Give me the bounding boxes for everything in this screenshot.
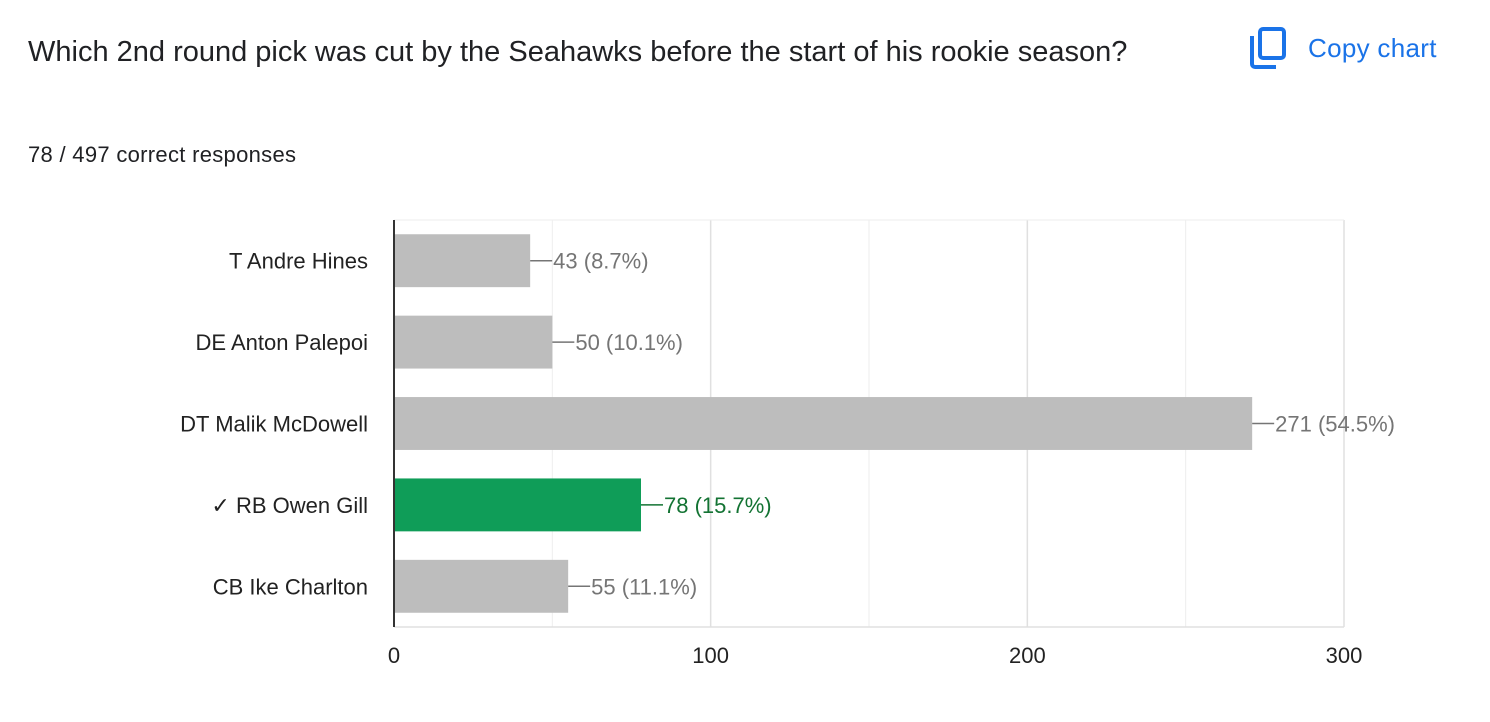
data-label: 50 (10.1%) xyxy=(575,330,683,355)
category-label: DT Malik McDowell xyxy=(180,412,368,437)
data-label: 55 (11.1%) xyxy=(591,574,697,599)
chart-labels: T Andre Hines 43 (8.7%) DE Anton Palepoi 50… xyxy=(180,249,1395,600)
x-tick-label: 200 xyxy=(1009,643,1046,668)
x-tick-label: 100 xyxy=(692,643,729,668)
category-label: T Andre Hines xyxy=(229,249,368,274)
data-label: 271 (54.5%) xyxy=(1275,412,1395,437)
chart-bars xyxy=(394,234,1253,613)
copy-icon xyxy=(1250,27,1286,69)
x-tick-label: 300 xyxy=(1326,643,1363,668)
chart-axes: 0 100 200 300 xyxy=(388,220,1362,668)
bar-correct-answer xyxy=(394,478,641,532)
correct-responses-count: 78 / 497 correct responses xyxy=(28,142,297,167)
copy-chart-label: Copy chart xyxy=(1308,32,1437,63)
data-label-correct: 78 (15.7%) xyxy=(664,493,772,518)
bar xyxy=(394,315,553,369)
bar xyxy=(394,234,531,288)
x-tick-label: 0 xyxy=(388,643,400,668)
bar xyxy=(394,559,569,613)
bar xyxy=(394,397,1253,450)
category-label: CB Ike Charlton xyxy=(213,574,368,599)
category-label: ✓ RB Owen Gill xyxy=(211,493,368,518)
question-title: Which 2nd round pick was cut by the Seah… xyxy=(28,36,1128,68)
data-label: 43 (8.7%) xyxy=(553,249,648,274)
copy-chart-button[interactable]: Copy chart xyxy=(1248,26,1437,70)
category-label: DE Anton Palepoi xyxy=(196,330,368,355)
